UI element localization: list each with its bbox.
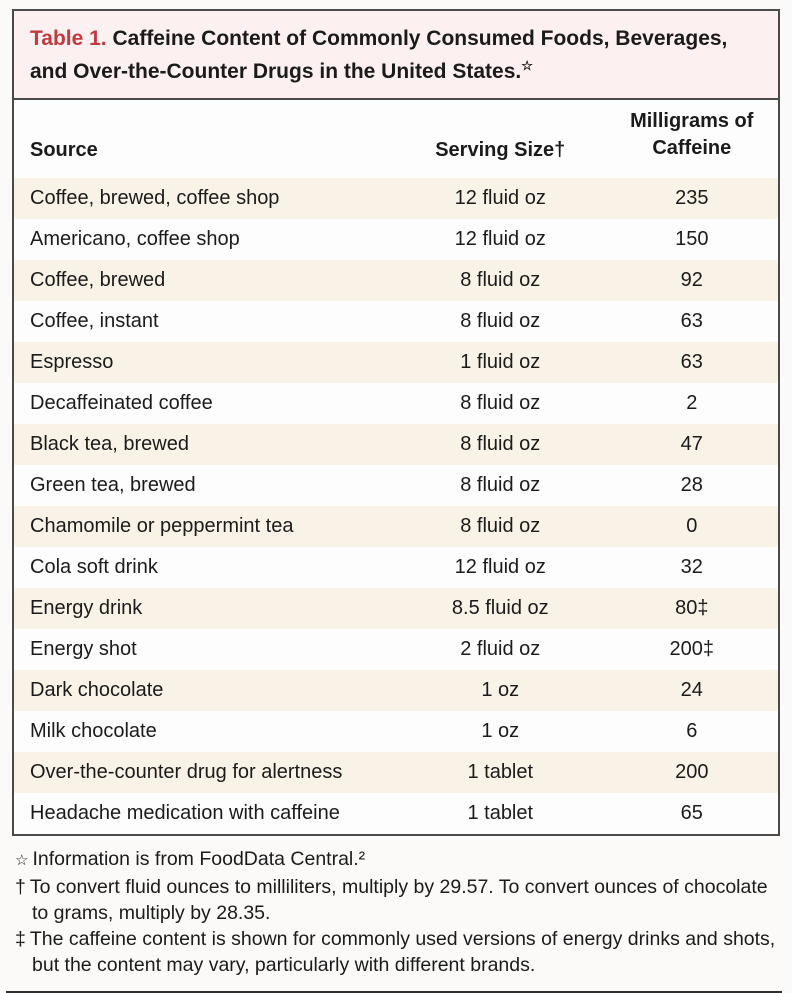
table-row: Espresso 1 fluid oz 63	[14, 342, 778, 384]
table-title-text: Caffeine Content of Commonly Consumed Fo…	[30, 27, 728, 83]
cell-source: Green tea, brewed	[14, 465, 395, 507]
cell-serving-size: 2 fluid oz	[394, 629, 606, 671]
asterisk-footnote-marker: ☆	[15, 852, 29, 870]
cell-serving-size: 8 fluid oz	[394, 424, 606, 466]
cell-source: Espresso	[14, 342, 395, 384]
header-row: Source Serving Size† Milligrams of Caffe…	[14, 100, 778, 179]
table-row: Coffee, brewed, coffee shop 12 fluid oz …	[14, 178, 778, 220]
cell-source: Decaffeinated coffee	[14, 383, 395, 425]
cell-source: Coffee, instant	[14, 301, 395, 343]
cell-serving-size: 8.5 fluid oz	[394, 588, 606, 630]
cell-source: Americano, coffee shop	[14, 219, 395, 261]
table-row: Americano, coffee shop 12 fluid oz 150	[14, 219, 778, 261]
table-row: Chamomile or peppermint tea 8 fluid oz 0	[14, 506, 778, 548]
cell-source: Over-the-counter drug for alertness	[14, 752, 395, 794]
cell-serving-size: 1 tablet	[394, 752, 606, 794]
column-header-serving-size: Serving Size†	[394, 100, 606, 179]
cell-caffeine-mg: 80‡	[605, 588, 778, 630]
cell-serving-size: 1 oz	[394, 670, 606, 712]
caffeine-table-container: Source Serving Size† Milligrams of Caffe…	[12, 100, 780, 837]
cell-caffeine-mg: 200	[605, 752, 778, 794]
table-row: Over-the-counter drug for alertness 1 ta…	[14, 752, 778, 794]
cell-source: Milk chocolate	[14, 711, 395, 753]
cell-source: Coffee, brewed, coffee shop	[14, 178, 395, 220]
table-row: Headache medication with caffeine 1 tabl…	[14, 793, 778, 835]
dagger-footnote-marker: †	[15, 876, 26, 899]
cell-serving-size: 12 fluid oz	[394, 178, 606, 220]
column-header-milligrams-of-caffeine: Milligrams of Caffeine	[605, 100, 778, 179]
cell-caffeine-mg: 32	[605, 547, 778, 589]
cell-caffeine-mg: 28	[605, 465, 778, 507]
table-row: Energy drink 8.5 fluid oz 80‡	[14, 588, 778, 630]
cell-caffeine-mg: 92	[605, 260, 778, 302]
footnote-energy-drinks: ‡ The caffeine content is shown for commo…	[15, 926, 778, 978]
footnote-conversion: † To convert fluid ounces to milliliters,…	[15, 874, 778, 926]
cell-source: Dark chocolate	[14, 670, 395, 712]
footnote-source: ☆ Information is from FoodData Central.²	[15, 846, 778, 874]
cell-source: Headache medication with caffeine	[14, 793, 395, 835]
table-row: Decaffeinated coffee 8 fluid oz 2	[14, 383, 778, 425]
table-row: Green tea, brewed 8 fluid oz 28	[14, 465, 778, 507]
cell-caffeine-mg: 24	[605, 670, 778, 712]
cell-serving-size: 1 fluid oz	[394, 342, 606, 384]
table-number-label: Table 1.	[30, 27, 107, 50]
table-body: Coffee, brewed, coffee shop 12 fluid oz …	[14, 178, 778, 835]
column-header-source: Source	[14, 100, 395, 179]
cell-serving-size: 1 tablet	[394, 793, 606, 835]
double-dagger-footnote-marker: ‡	[15, 928, 26, 951]
footnotes: ☆ Information is from FoodData Central.² …	[12, 846, 780, 978]
cell-serving-size: 8 fluid oz	[394, 465, 606, 507]
cell-serving-size: 12 fluid oz	[394, 219, 606, 261]
cell-caffeine-mg: 0	[605, 506, 778, 548]
title-footnote-marker: ☆	[521, 57, 533, 73]
footnote-text: To convert fluid ounces to milliliters, …	[29, 876, 768, 925]
cell-caffeine-mg: 63	[605, 342, 778, 384]
cell-serving-size: 8 fluid oz	[394, 260, 606, 302]
table-row: Energy shot 2 fluid oz 200‡	[14, 629, 778, 671]
table-row: Milk chocolate 1 oz 6	[14, 711, 778, 753]
cell-source: Energy shot	[14, 629, 395, 671]
cell-caffeine-mg: 63	[605, 301, 778, 343]
caffeine-table: Source Serving Size† Milligrams of Caffe…	[14, 100, 778, 835]
cell-caffeine-mg: 65	[605, 793, 778, 835]
table-row: Dark chocolate 1 oz 24	[14, 670, 778, 712]
cell-source: Cola soft drink	[14, 547, 395, 589]
cell-caffeine-mg: 6	[605, 711, 778, 753]
table-row: Coffee, brewed 8 fluid oz 92	[14, 260, 778, 302]
cell-source: Energy drink	[14, 588, 395, 630]
cell-serving-size: 8 fluid oz	[394, 383, 606, 425]
cell-source: Coffee, brewed	[14, 260, 395, 302]
cell-caffeine-mg: 235	[605, 178, 778, 220]
cell-caffeine-mg: 150	[605, 219, 778, 261]
cell-caffeine-mg: 200‡	[605, 629, 778, 671]
cell-serving-size: 12 fluid oz	[394, 547, 606, 589]
cell-serving-size: 8 fluid oz	[394, 506, 606, 548]
footnote-text: The caffeine content is shown for common…	[29, 928, 776, 977]
cell-caffeine-mg: 47	[605, 424, 778, 466]
cell-source: Chamomile or peppermint tea	[14, 506, 395, 548]
table-row: Cola soft drink 12 fluid oz 32	[14, 547, 778, 589]
cell-serving-size: 8 fluid oz	[394, 301, 606, 343]
table-row: Black tea, brewed 8 fluid oz 47	[14, 424, 778, 466]
cell-caffeine-mg: 2	[605, 383, 778, 425]
table-header: Source Serving Size† Milligrams of Caffe…	[14, 100, 778, 179]
cell-source: Black tea, brewed	[14, 424, 395, 466]
cell-serving-size: 1 oz	[394, 711, 606, 753]
footnote-text: Information is from FoodData Central.²	[32, 848, 366, 871]
table-row: Coffee, instant 8 fluid oz 63	[14, 301, 778, 343]
table-title: Table 1. Caffeine Content of Commonly Co…	[12, 9, 780, 101]
